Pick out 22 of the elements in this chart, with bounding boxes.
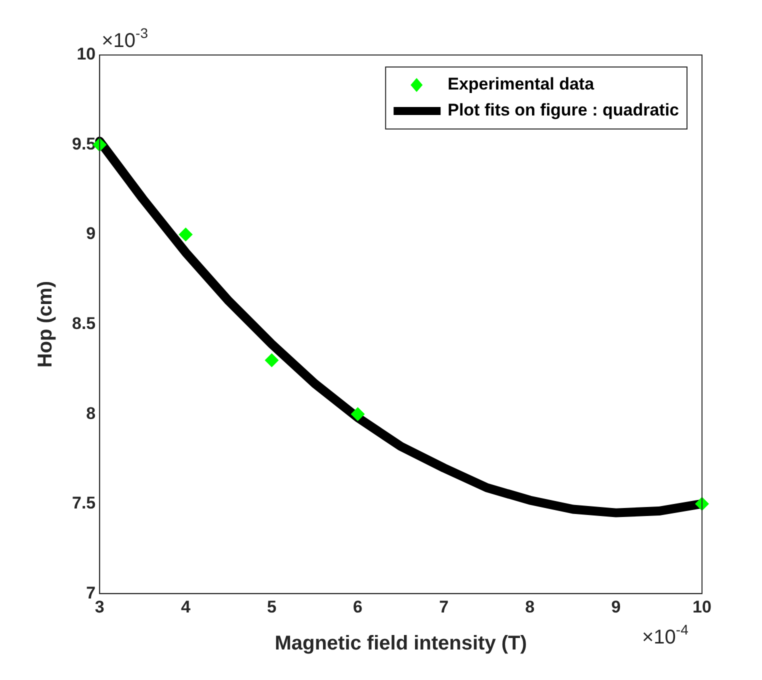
y-tick-label: 7 — [86, 583, 96, 602]
x-tick-label: 7 — [439, 597, 449, 616]
x-axis-title: Magnetic field intensity (T) — [274, 632, 527, 655]
x-tick-label: 4 — [180, 597, 191, 616]
x-tick-label: 9 — [611, 597, 621, 616]
point — [264, 353, 279, 368]
legend-label: Plot fits on figure : quadratic — [448, 100, 680, 120]
x-tick-label: 6 — [353, 597, 363, 616]
point — [178, 228, 193, 242]
y-tick-label: 10 — [76, 44, 96, 64]
x-tick-label: 10 — [692, 597, 712, 616]
point — [350, 407, 365, 422]
x-tick-label: 5 — [267, 597, 276, 616]
legend-label: Experimental data — [448, 74, 595, 94]
y-tick-label: 9.5 — [72, 134, 96, 154]
y-tick-label: 9 — [86, 224, 96, 244]
y-tick-label: 8 — [86, 404, 96, 423]
x-tick-label: 8 — [525, 597, 535, 616]
y-axis-title: Hop (cm) — [34, 280, 57, 368]
x-tick-label: 3 — [94, 597, 104, 616]
y-tick-label: 8.5 — [72, 314, 96, 333]
y-tick-label: 7.5 — [72, 494, 96, 513]
